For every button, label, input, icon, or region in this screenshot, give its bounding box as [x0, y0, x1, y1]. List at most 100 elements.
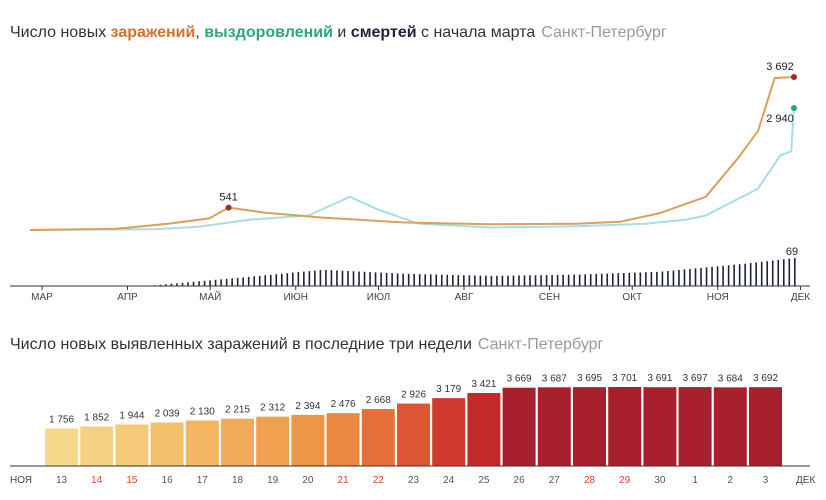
- deaths-bar: [253, 276, 256, 286]
- bar: [573, 387, 606, 466]
- deaths-bar: [760, 261, 763, 286]
- day-label: 30: [654, 475, 666, 486]
- deaths-bar: [534, 275, 537, 286]
- deaths-bar: [192, 281, 195, 286]
- day-label: 29: [619, 475, 631, 486]
- day-label: 24: [443, 475, 455, 486]
- deaths-bar: [645, 272, 647, 286]
- deaths-bar: [336, 270, 338, 286]
- deaths-bar: [242, 277, 244, 286]
- deaths-bar: [402, 273, 404, 286]
- title-recoveries: выздоровлений: [204, 24, 333, 41]
- deaths-bar: [727, 265, 730, 286]
- deaths-bar: [689, 268, 691, 286]
- bar-value-label: 3 421: [471, 379, 496, 390]
- deaths-bar: [198, 281, 200, 286]
- deaths-bar: [584, 274, 586, 286]
- day-label: 28: [584, 475, 596, 486]
- deaths-bar: [391, 273, 393, 286]
- month-label: АПР: [117, 292, 138, 303]
- day-label: 19: [267, 475, 279, 486]
- month-ticks: МАР АПР МАЙ ИЮН ИЮЛ АВГ СЕН ОКТ НОЯ ДЕК: [31, 286, 810, 303]
- bar-value-label: 2 476: [331, 399, 356, 410]
- deaths-bar: [292, 272, 294, 286]
- deaths-bar: [435, 274, 438, 286]
- deaths-bar: [429, 274, 432, 286]
- deaths-bar: [303, 271, 305, 286]
- day-label: 20: [302, 475, 314, 486]
- deaths-bar: [700, 267, 702, 286]
- deaths-bar: [551, 274, 553, 286]
- deaths-bar: [176, 283, 178, 286]
- deaths-bar: [187, 282, 189, 286]
- deaths-bar: [611, 273, 614, 286]
- title-suffix: с начала марта: [416, 24, 536, 41]
- bar: [397, 403, 430, 466]
- bar-value-label: 3 691: [647, 373, 672, 384]
- bar-value-label: 2 039: [155, 408, 180, 419]
- day-label: 22: [373, 475, 385, 486]
- bar: [537, 387, 571, 466]
- bar-value-label: 2 926: [401, 390, 426, 401]
- deaths-bar: [595, 273, 598, 286]
- day-label: 1: [692, 475, 698, 486]
- deaths-bar: [319, 270, 322, 286]
- month-label: СЕН: [539, 292, 560, 303]
- bar: [502, 387, 536, 466]
- deaths-bar: [755, 262, 757, 286]
- bar-chart: 1 756 1 852 1 944 2 039 2 130 2 215 2 312 2 394…: [10, 373, 815, 486]
- peak-marker: [225, 204, 232, 211]
- deaths-bar: [264, 275, 267, 286]
- month-label: НОЯ: [707, 292, 729, 303]
- deaths-bar: [733, 264, 735, 286]
- deaths-bars: [154, 258, 796, 286]
- title-sep1: ,: [195, 24, 205, 41]
- axis-start-month: НОЯ: [10, 475, 32, 486]
- line-chart: МАР АПР МАЙ ИЮН ИЮЛ АВГ СЕН ОКТ НОЯ ДЕК 541 3 692 2…: [10, 61, 810, 303]
- deaths-bar: [457, 275, 460, 286]
- deaths-bar: [628, 272, 631, 286]
- deaths-bar: [512, 275, 515, 286]
- deaths-bar: [490, 275, 493, 286]
- deaths-bar: [606, 273, 609, 286]
- deaths-bar: [766, 261, 769, 286]
- recoveries-line: [29, 108, 795, 231]
- deaths-bar: [777, 259, 780, 286]
- deaths-bar: [258, 275, 261, 286]
- infections-end-marker: [791, 74, 797, 80]
- bar-value-label: 3 179: [436, 384, 461, 395]
- deaths-bar: [474, 275, 476, 286]
- day-label: 14: [91, 475, 103, 486]
- deaths-bar: [661, 271, 664, 286]
- deaths-bar: [396, 273, 399, 286]
- deaths-bar: [352, 271, 355, 286]
- bar-value-label: 1 852: [84, 412, 109, 423]
- bar-value-label: 2 668: [366, 395, 391, 406]
- day-label: 15: [126, 475, 138, 486]
- deaths-bar: [545, 275, 548, 286]
- chart2-title-text: Число новых выявленных заражений в после…: [10, 336, 472, 353]
- deaths-bar: [407, 273, 410, 286]
- bar: [221, 418, 254, 466]
- deaths-bar: [424, 274, 427, 286]
- deaths-bar: [358, 271, 360, 286]
- annotations: 541 3 692 2 940 69: [219, 61, 798, 258]
- deaths-bar: [380, 272, 382, 286]
- deaths-bar: [181, 282, 184, 286]
- deaths-bar: [722, 265, 724, 286]
- deaths-bar: [385, 272, 388, 286]
- title-deaths: смертей: [350, 24, 417, 41]
- deaths-bar: [705, 267, 708, 286]
- deaths-bar: [440, 274, 443, 286]
- bar: [608, 387, 642, 466]
- deaths-bar: [540, 275, 542, 286]
- day-label: 13: [56, 475, 68, 486]
- recoveries-end-label: 2 940: [766, 113, 794, 125]
- deaths-bar: [749, 263, 752, 286]
- deaths-bar: [209, 280, 211, 286]
- bar: [467, 392, 501, 466]
- axis-end-month: ДЕК: [796, 475, 815, 486]
- deaths-bar: [374, 272, 377, 286]
- deaths-bar: [347, 270, 349, 286]
- bar-value-label: 3 692: [753, 373, 778, 384]
